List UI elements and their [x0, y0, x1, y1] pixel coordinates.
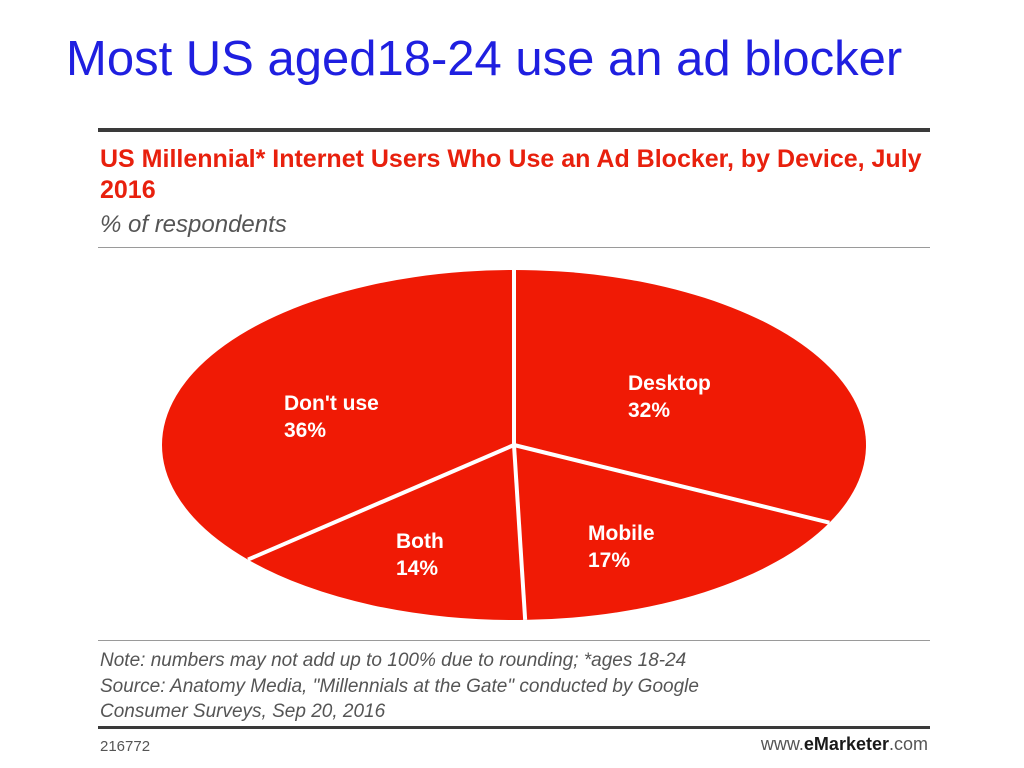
slice-value-don-t-use: 36%	[284, 419, 326, 442]
slice-separator	[247, 443, 515, 562]
note-line: Note: numbers may not add up to 100% due…	[100, 650, 687, 671]
brand-prefix: www.	[760, 734, 804, 754]
chart-card: US Millennial* Internet Users Who Use an…	[98, 128, 930, 760]
chart-note: Note: numbers may not add up to 100% due…	[100, 648, 930, 725]
slice-label-both: Both	[396, 530, 444, 553]
top-rule	[98, 128, 930, 132]
source-line-1: Source: Anatomy Media, "Millennials at t…	[100, 675, 699, 697]
note-divider	[98, 640, 930, 641]
slice-separator	[512, 444, 528, 621]
brand-name: eMarketer	[803, 734, 889, 754]
slice-label-don-t-use: Don't use	[284, 392, 379, 415]
pie-slice-desktop	[514, 270, 867, 523]
emarketer-logo: www.eMarketer.com	[761, 734, 928, 755]
pie-slice-mobile	[514, 445, 830, 620]
header-divider	[98, 247, 930, 248]
slice-label-desktop: Desktop	[628, 372, 711, 395]
slice-value-mobile: 17%	[588, 549, 630, 572]
slice-value-both: 14%	[396, 557, 438, 580]
slice-value-desktop: 32%	[628, 399, 670, 422]
chart-subtitle: % of respondents	[100, 211, 287, 238]
slice-separator	[513, 443, 830, 525]
slide-title: Most US aged18-24 use an ad blocker	[66, 32, 903, 86]
brand-suffix: .com	[888, 734, 928, 754]
chart-title: US Millennial* Internet Users Who Use an…	[100, 145, 922, 204]
pie-slice-both	[247, 445, 526, 620]
source-line-2: Consumer Surveys, Sep 20, 2016	[100, 701, 386, 722]
pie-slice-don-t-use	[162, 270, 514, 560]
chart-id: 216772	[100, 738, 151, 755]
slice-label-mobile: Mobile	[588, 522, 655, 545]
bottom-rule	[98, 726, 930, 729]
pie-chart: Desktop 32% Mobile 17% Both 14% Don't use 36%	[162, 270, 867, 621]
